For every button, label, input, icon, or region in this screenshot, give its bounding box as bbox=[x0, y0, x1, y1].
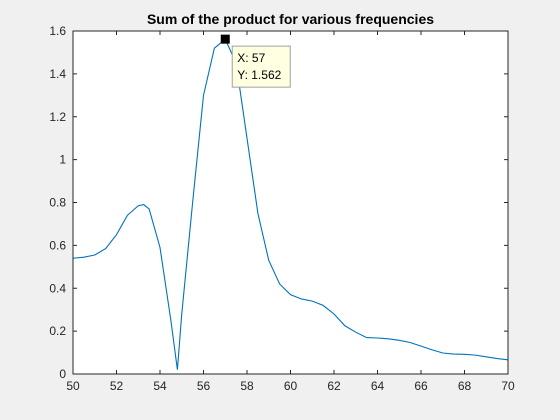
x-tick-label: 68 bbox=[458, 379, 472, 393]
axes-background bbox=[73, 31, 508, 374]
series-line[interactable] bbox=[72, 38, 509, 370]
y-tick-label: 0.4 bbox=[49, 281, 66, 295]
y-tick-label: 1 bbox=[59, 153, 66, 167]
axes-frame bbox=[72, 30, 509, 375]
y-tick-label: 1.6 bbox=[49, 24, 66, 38]
y-tick-label: 0.6 bbox=[49, 238, 66, 252]
axis-ticks: 50 52 54 56 58 60 62 64 66 68 70 0 0.2 0.4 0.6 0.8 1 1.2 1… bbox=[49, 24, 515, 393]
datatip-x-text: X: 57 bbox=[237, 51, 265, 65]
x-tick-label: 62 bbox=[327, 379, 341, 393]
y-tick-label: 0 bbox=[59, 367, 66, 381]
datatip-box[interactable]: X: 57 Y: 1.562 bbox=[231, 45, 291, 88]
x-tick-label: 66 bbox=[414, 379, 428, 393]
y-tick-label: 1.2 bbox=[49, 110, 66, 124]
x-tick-label: 70 bbox=[501, 379, 515, 393]
datatip-marker[interactable] bbox=[220, 34, 230, 44]
datatip-y-text: Y: 1.562 bbox=[237, 68, 281, 82]
x-tick-label: 50 bbox=[66, 379, 80, 393]
x-tick-label: 52 bbox=[110, 379, 124, 393]
x-tick-label: 58 bbox=[240, 379, 254, 393]
x-tick-label: 56 bbox=[197, 379, 211, 393]
x-tick-label: 54 bbox=[153, 379, 167, 393]
x-tick-label: 64 bbox=[371, 379, 385, 393]
datatip-background bbox=[231, 45, 291, 88]
y-tick-label: 0.2 bbox=[49, 324, 66, 338]
chart-title: Sum of the product for various frequenci… bbox=[147, 11, 434, 27]
y-tick-label: 0.8 bbox=[49, 196, 66, 210]
x-tick-label: 60 bbox=[284, 379, 298, 393]
y-tick-label: 1.4 bbox=[49, 67, 66, 81]
